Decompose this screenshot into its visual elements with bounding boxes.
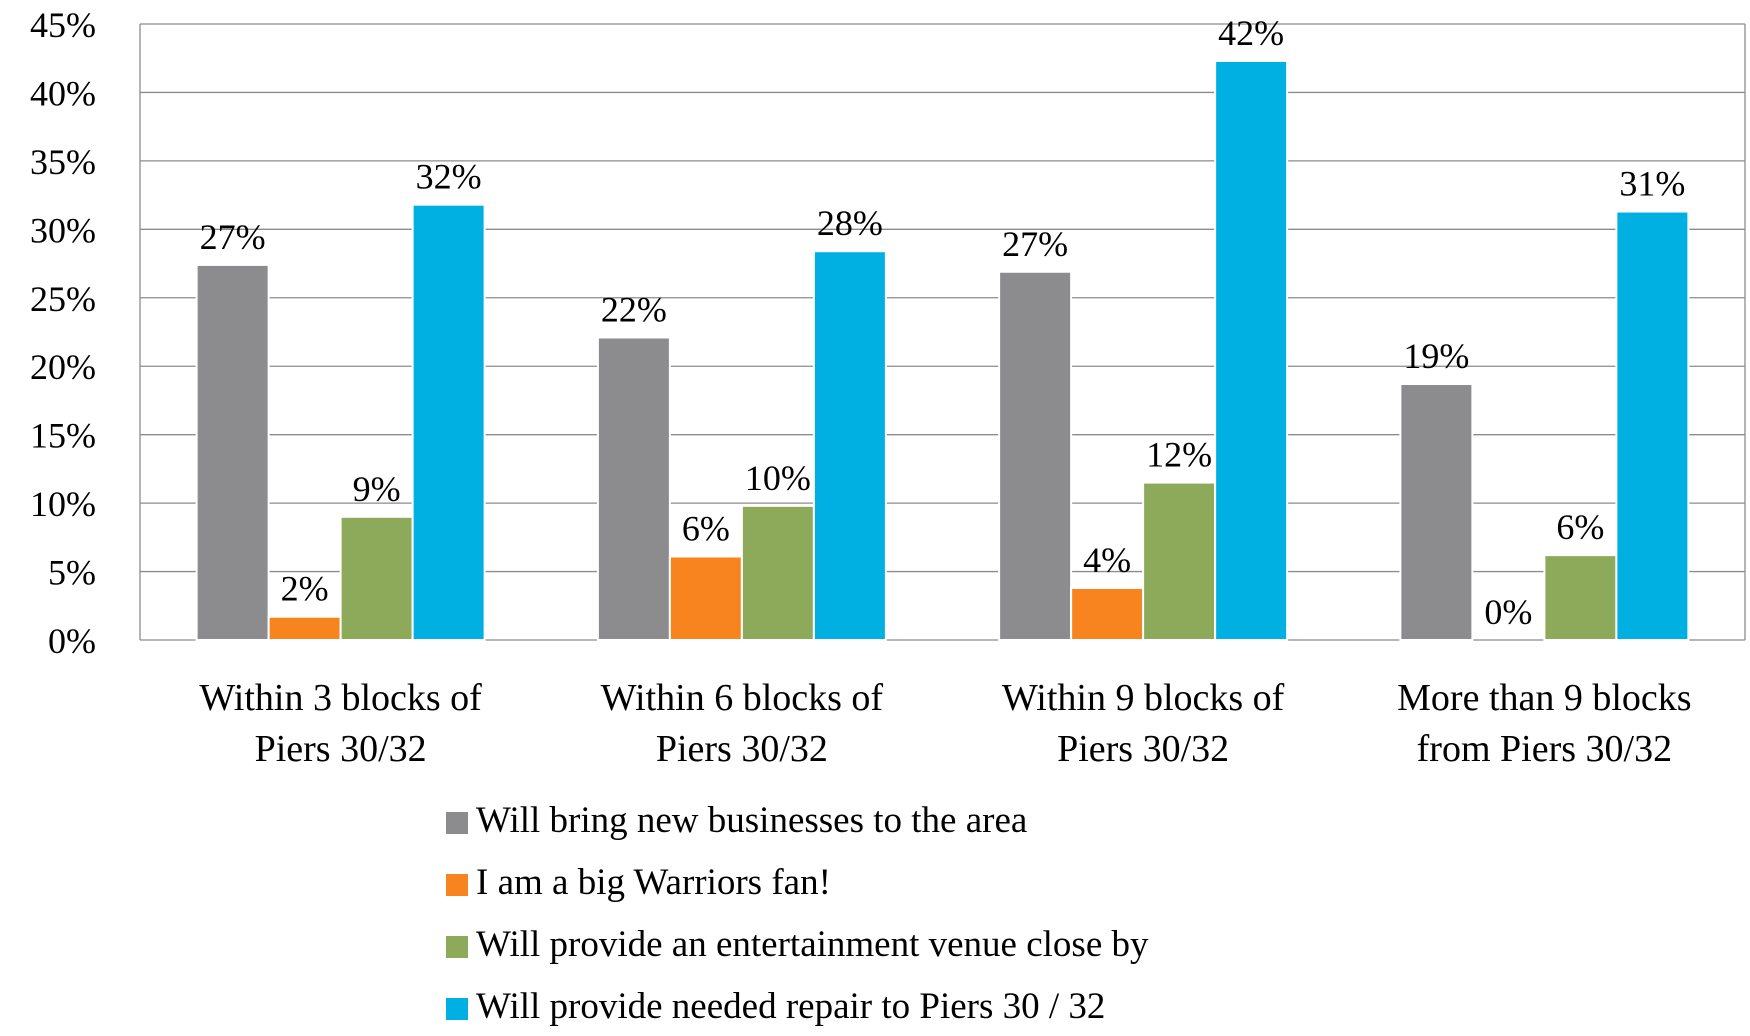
- data-label: 0%: [1484, 592, 1532, 632]
- legend-swatch: [446, 812, 468, 834]
- data-label: 32%: [416, 157, 482, 197]
- category-label: Piers 30/32: [255, 728, 427, 770]
- y-tick-label: 25%: [30, 279, 96, 319]
- category-label: Within 3 blocks of: [199, 677, 482, 719]
- data-label: 6%: [682, 508, 730, 548]
- category-label: from Piers 30/32: [1417, 728, 1672, 770]
- data-label: 22%: [601, 289, 667, 329]
- bar: [339, 515, 414, 641]
- bars: [195, 59, 1690, 642]
- legend-label: Will provide needed repair to Piers 30 /…: [476, 986, 1105, 1027]
- bar: [812, 250, 887, 641]
- legend: Will bring new businesses to the area I a…: [446, 800, 1149, 1027]
- bar: [1615, 210, 1690, 641]
- data-label: 27%: [1002, 224, 1068, 264]
- y-tick-label: 30%: [30, 210, 96, 250]
- y-tick-label: 40%: [30, 73, 96, 113]
- bar: [195, 263, 270, 641]
- category-label: Within 9 blocks of: [1002, 677, 1285, 719]
- category-label: Piers 30/32: [656, 728, 828, 770]
- bar: [1399, 383, 1474, 642]
- y-tick-label: 15%: [30, 416, 96, 456]
- bar: [668, 555, 743, 642]
- y-tick-label: 20%: [30, 347, 96, 387]
- bar: [1543, 554, 1618, 642]
- y-tick-label: 35%: [30, 142, 96, 182]
- legend-label: I am a big Warriors fan!: [476, 862, 831, 903]
- data-label: 28%: [817, 203, 883, 243]
- data-labels: 27% 2% 9% 32% 22% 6% 10% 28% 27% 4% 12% 42% 19% 0% 6% 3…: [200, 13, 1686, 632]
- bar: [596, 336, 671, 641]
- legend-label: Will bring new businesses to the area: [476, 800, 1027, 841]
- category-label: Within 6 blocks of: [601, 677, 884, 719]
- y-tick-label: 10%: [30, 484, 96, 524]
- category-label: More than 9 blocks: [1397, 677, 1691, 719]
- data-label: 4%: [1083, 540, 1131, 580]
- bar: [998, 270, 1073, 641]
- legend-swatch: [446, 874, 468, 896]
- data-label: 10%: [745, 458, 811, 498]
- data-label: 27%: [200, 217, 266, 257]
- legend-swatch: [446, 936, 468, 958]
- y-tick-label: 45%: [30, 5, 96, 45]
- bar: [1142, 481, 1217, 642]
- data-label: 12%: [1146, 435, 1212, 475]
- bar: [411, 203, 486, 641]
- y-tick-label: 5%: [48, 553, 96, 593]
- category-label: Piers 30/32: [1057, 728, 1229, 770]
- bar: [740, 504, 815, 641]
- legend-swatch: [446, 998, 468, 1020]
- data-label: 2%: [281, 569, 329, 609]
- bar: [267, 615, 342, 641]
- data-label: 19%: [1403, 336, 1469, 376]
- data-label: 42%: [1218, 13, 1284, 53]
- bar: [1070, 586, 1145, 642]
- data-label: 31%: [1619, 164, 1685, 204]
- bar: [1214, 59, 1289, 641]
- y-tick-label: 0%: [48, 621, 96, 661]
- y-axis-tick-labels: 0% 5% 10% 15% 20% 25% 30% 35% 40% 45%: [30, 5, 96, 661]
- x-axis-category-labels: Within 3 blocks of Piers 30/32 Within 6 bl…: [199, 677, 1691, 770]
- legend-label: Will provide an entertainment venue clos…: [476, 924, 1149, 965]
- data-label: 6%: [1556, 507, 1604, 547]
- data-label: 9%: [353, 469, 401, 509]
